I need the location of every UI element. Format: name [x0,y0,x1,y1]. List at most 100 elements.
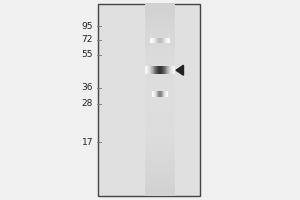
Bar [145,48,175,49]
Bar [165,91,166,97]
Bar [145,135,175,136]
Bar [145,109,175,110]
Bar [145,172,175,173]
Bar [145,188,175,189]
Text: 17: 17 [82,138,93,147]
Bar [145,160,175,161]
Bar [161,91,162,97]
Bar [145,41,175,42]
Bar [145,195,175,196]
Bar [145,60,175,61]
Bar [145,43,175,44]
Bar [145,8,175,9]
Bar [145,156,175,157]
Bar [155,91,156,97]
Bar [145,138,175,139]
Bar [145,11,175,12]
Bar [145,158,175,159]
Bar [145,177,175,178]
Bar [164,38,165,43]
Bar [145,121,175,122]
Bar [151,38,152,43]
Bar [145,81,175,82]
Bar [145,13,175,14]
Bar [145,153,175,154]
Bar [145,4,175,196]
Bar [145,159,175,160]
Bar [145,105,175,106]
Bar [145,56,175,57]
Bar [168,66,169,74]
Bar [145,26,175,27]
Bar [145,113,175,114]
Bar [145,179,175,180]
Bar [145,9,175,10]
Bar [166,91,167,97]
Bar [145,22,175,23]
Bar [145,183,175,184]
Bar [145,89,175,90]
Bar [145,12,175,13]
Bar [163,66,164,74]
Bar [145,166,175,167]
Bar [98,4,200,196]
Bar [145,128,175,129]
Bar [145,118,175,119]
Bar [145,114,175,115]
Bar [145,192,175,193]
Bar [145,40,175,41]
Bar [158,38,159,43]
Bar [145,47,175,48]
Bar [159,66,160,74]
Bar [158,91,159,97]
Bar [145,37,175,38]
Bar [145,52,175,53]
Bar [145,187,175,188]
Bar [145,34,175,35]
Bar [145,120,175,121]
Bar [145,141,175,142]
Bar [145,58,175,59]
Bar [169,66,170,74]
Bar [148,66,149,74]
Bar [145,76,175,77]
Bar [145,6,175,7]
Bar [145,49,175,50]
Bar [145,44,175,45]
Bar [145,75,175,76]
Bar [145,17,175,18]
Bar [157,91,158,97]
Bar [173,66,174,74]
Bar [145,92,175,93]
Bar [145,151,175,152]
Bar [145,98,175,99]
Bar [161,38,162,43]
Bar [145,63,175,64]
Bar [145,24,175,25]
Bar [145,126,175,127]
Bar [145,33,175,34]
Bar [145,93,175,94]
Bar [145,53,175,54]
Bar [145,90,175,91]
Bar [145,155,175,156]
Bar [170,66,171,74]
Bar [145,59,175,60]
Bar [145,57,175,58]
Bar [145,178,175,179]
Bar [145,99,175,100]
Bar [145,42,175,43]
Bar [145,165,175,166]
Bar [145,69,175,70]
Bar [145,123,175,124]
Bar [167,38,168,43]
Bar [145,163,175,164]
Text: 95: 95 [82,22,93,31]
Bar [168,38,169,43]
Bar [157,66,158,74]
Bar [145,65,175,66]
Bar [162,91,163,97]
Bar [145,46,175,47]
Bar [145,15,175,16]
Bar [145,16,175,17]
